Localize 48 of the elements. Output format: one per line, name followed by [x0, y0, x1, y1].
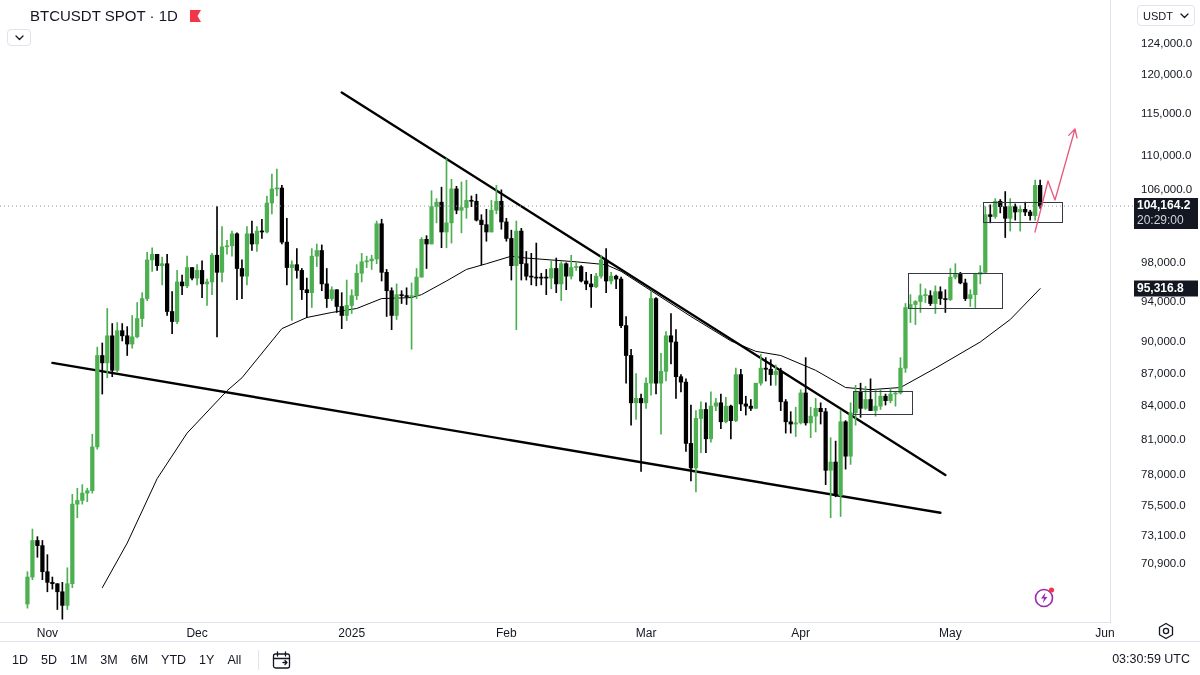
candlestick — [160, 256, 165, 286]
currency-button: USDT — [1137, 5, 1195, 26]
x-tick-label: Nov — [36, 625, 59, 640]
y-tick-label: 73,100.0 — [1141, 528, 1186, 541]
candlestick — [748, 399, 753, 411]
text: 20:29:00 — [1137, 213, 1185, 228]
y-tick-label: 106,000.0 — [1141, 182, 1193, 195]
candlestick — [633, 373, 639, 420]
text: YTD — [161, 653, 187, 667]
candlestick — [773, 364, 778, 386]
y-tick-label: 94,000.0 — [1141, 294, 1186, 307]
y-tick-label: 75,500.0 — [1141, 498, 1186, 511]
x-tick-label: Dec — [186, 625, 208, 640]
y-tick-label: 115,000.0 — [1141, 107, 1192, 120]
candlestick — [638, 393, 644, 472]
text: 1Y — [199, 653, 215, 667]
text: BTCUSDT SPOT · 1D — [30, 7, 178, 25]
text: 03:30:59 UTC — [1112, 652, 1190, 666]
candlestick — [130, 315, 135, 349]
text: 6M — [130, 653, 149, 667]
y-tick-label: 120,000.0 — [1141, 67, 1193, 80]
x-tick-label: Mar — [635, 625, 657, 640]
x-tick-label: 2025 — [338, 625, 366, 640]
x-tick-label: Jun — [1095, 625, 1115, 640]
x-tick-label: Feb — [496, 625, 518, 640]
y-tick-label: 98,000.0 — [1141, 255, 1186, 268]
candlestick — [289, 260, 294, 321]
candlestick — [988, 204, 993, 224]
candlestick — [768, 359, 773, 386]
text: 1D — [12, 653, 28, 667]
y-tick-label: 124,000.0 — [1141, 37, 1193, 50]
y-tick-label: 70,900.0 — [1141, 556, 1186, 569]
text: 95,316.8 — [1137, 280, 1185, 295]
candlestick — [668, 313, 674, 365]
y-tick-label: 81,000.0 — [1141, 433, 1186, 446]
y-tick-label: 84,000.0 — [1141, 399, 1186, 412]
text: 3M — [100, 653, 118, 667]
y-tick-label: 87,000.0 — [1141, 366, 1186, 379]
y-tick-label: 78,000.0 — [1141, 468, 1186, 481]
x-tick-label: May — [939, 625, 962, 640]
x-tick-label: Apr — [791, 625, 811, 640]
ref-line-label: 104,164.2 — [1137, 198, 1191, 213]
y-tick-label: 110,000.0 — [1141, 148, 1192, 161]
text: 1M — [69, 653, 88, 667]
text: All — [227, 653, 242, 667]
y-tick-label: 90,000.0 — [1141, 335, 1186, 348]
text: 5D — [40, 653, 57, 667]
candlestick — [214, 206, 220, 338]
